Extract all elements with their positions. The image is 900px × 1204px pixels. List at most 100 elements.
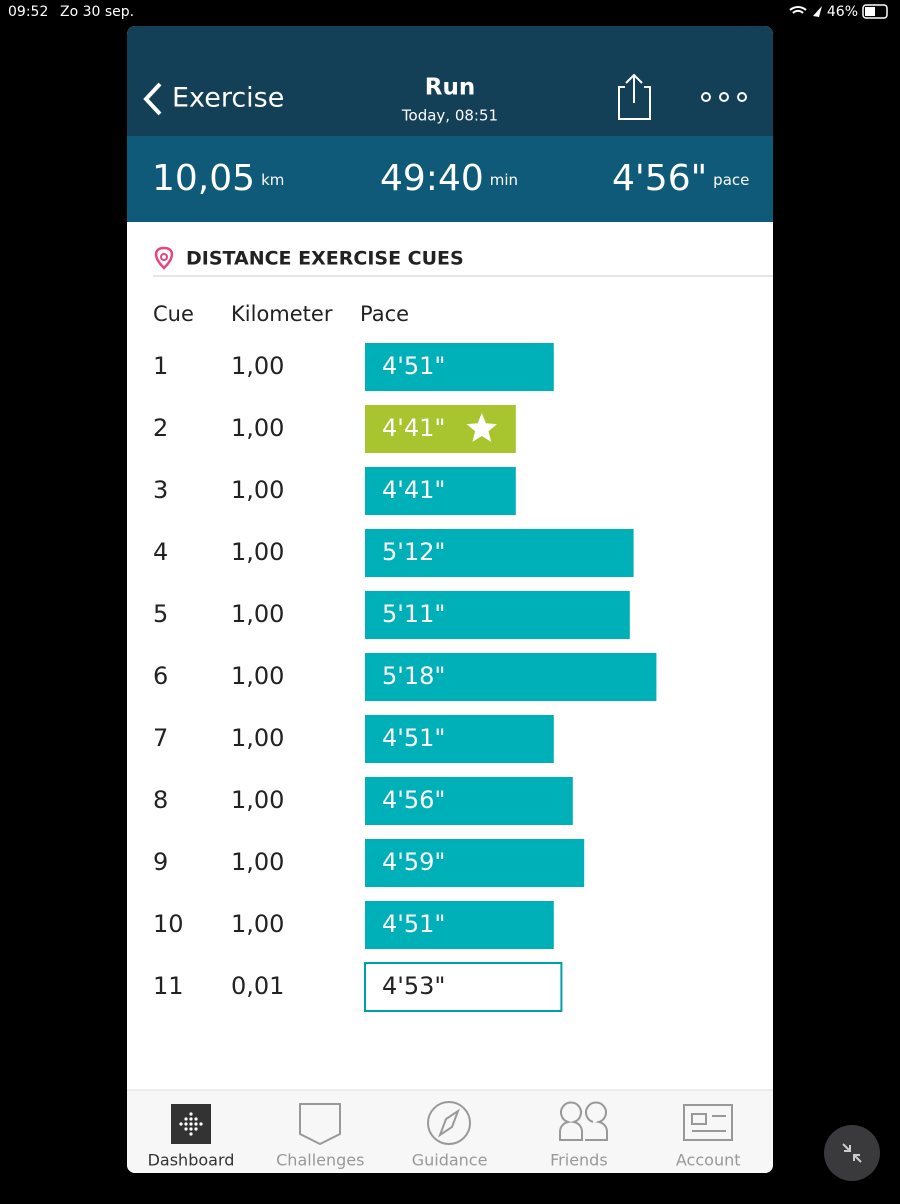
stats-band xyxy=(127,136,773,222)
pace-label: 5'12" xyxy=(382,538,445,566)
kilometer: 1,00 xyxy=(231,600,284,628)
nav-subtitle: Today, 08:51 xyxy=(401,107,498,125)
dashboard-dot xyxy=(179,1122,183,1126)
dashboard-dot xyxy=(194,1122,198,1126)
location-icon xyxy=(813,6,822,17)
nav-title: Run xyxy=(425,75,475,101)
column-header: Cue xyxy=(153,302,194,326)
pace-label: 4'56" xyxy=(382,786,445,814)
back-label[interactable]: Exercise xyxy=(172,83,284,114)
section-title: DISTANCE EXERCISE CUES xyxy=(186,248,464,270)
pace-bar xyxy=(365,343,554,391)
pace-label: 4'59" xyxy=(382,848,445,876)
stat-value: 49:40 xyxy=(380,158,484,199)
dashboard-dot xyxy=(194,1117,198,1121)
pace-label: 5'11" xyxy=(382,600,445,628)
dashboard-dot xyxy=(189,1122,193,1126)
kilometer: 1,00 xyxy=(231,848,284,876)
tab-icon[interactable] xyxy=(426,1101,471,1145)
dashboard-dot xyxy=(184,1127,188,1131)
stat-unit: min xyxy=(490,171,518,189)
kilometer: 1,00 xyxy=(231,786,284,814)
pace-label: 4'41" xyxy=(382,476,445,504)
tab-label[interactable]: Challenges xyxy=(276,1151,364,1170)
status-date: Zo 30 sep. xyxy=(60,4,134,20)
pace-label: 5'18" xyxy=(382,662,445,690)
pace-label: 4'53" xyxy=(382,972,445,1000)
cue-number: 1 xyxy=(153,352,168,380)
dashboard-dot xyxy=(189,1127,193,1131)
cue-number: 6 xyxy=(153,662,168,690)
tab-label[interactable]: Account xyxy=(676,1151,741,1170)
tab-label[interactable]: Guidance xyxy=(412,1151,488,1170)
cue-number: 4 xyxy=(153,538,168,566)
kilometer: 1,00 xyxy=(231,910,284,938)
pace-bar xyxy=(365,467,516,515)
wifi-icon xyxy=(789,6,807,14)
tab-label[interactable]: Friends xyxy=(550,1151,608,1170)
pace-bar xyxy=(365,901,554,949)
back-button[interactable]: Exercise xyxy=(143,82,284,116)
pace-label: 4'51" xyxy=(382,352,445,380)
pace-bar xyxy=(365,839,585,887)
dashboard-dot xyxy=(199,1122,203,1126)
pace-bar xyxy=(365,653,657,701)
dashboard-dot xyxy=(189,1112,193,1116)
kilometer: 1,00 xyxy=(231,352,284,380)
kilometer: 1,00 xyxy=(231,476,284,504)
cue-number: 8 xyxy=(153,786,168,814)
best-star xyxy=(466,413,497,442)
kilometer: 1,00 xyxy=(231,724,284,752)
stat-unit: km xyxy=(261,171,284,189)
pace-label: 4'51" xyxy=(382,910,445,938)
dashboard-dot xyxy=(189,1117,193,1121)
tab-label[interactable]: Dashboard xyxy=(148,1151,235,1170)
pace-bar xyxy=(365,777,573,825)
cue-number: 7 xyxy=(153,724,168,752)
stat: 10,05 km xyxy=(152,158,284,199)
cue-number: 10 xyxy=(153,910,184,938)
nav-bar xyxy=(127,26,773,136)
dashboard-dot xyxy=(189,1132,193,1136)
share-button[interactable] xyxy=(618,73,651,120)
tab-icon[interactable] xyxy=(558,1101,609,1141)
kilometer: 1,00 xyxy=(231,662,284,690)
stat: 49:40 min xyxy=(380,158,518,199)
pin-dot xyxy=(160,253,168,261)
status-time: 09:52 xyxy=(8,4,48,20)
stat-unit: pace xyxy=(713,171,749,189)
column-header: Kilometer xyxy=(231,302,333,326)
pace-bar xyxy=(365,715,554,763)
stat-value: 10,05 xyxy=(152,158,255,199)
tab-icon[interactable] xyxy=(299,1103,341,1146)
dashboard-dot xyxy=(184,1122,188,1126)
stat-value: 4'56" xyxy=(612,158,707,199)
dashboard-dot xyxy=(184,1117,188,1121)
kilometer: 1,00 xyxy=(231,414,284,442)
tab-icon[interactable] xyxy=(683,1104,733,1141)
tab-bar xyxy=(127,1090,773,1173)
cue-number: 5 xyxy=(153,600,168,628)
cue-number: 11 xyxy=(153,972,184,1000)
kilometer: 0,01 xyxy=(231,972,284,1000)
pace-bar xyxy=(364,962,563,1012)
pace-label: 4'41" xyxy=(382,414,445,442)
pace-bar xyxy=(365,529,634,577)
more-button[interactable] xyxy=(701,92,747,102)
pace-label: 4'51" xyxy=(382,724,445,752)
pin-icon xyxy=(154,246,174,270)
battery-level xyxy=(865,7,875,16)
dashboard-dot xyxy=(194,1127,198,1131)
cue-number: 3 xyxy=(153,476,168,504)
status-battery: 46% xyxy=(827,4,858,20)
stat: 4'56" pace xyxy=(612,158,749,199)
cue-number: 9 xyxy=(153,848,168,876)
pace-bar xyxy=(365,591,630,639)
column-header: Pace xyxy=(360,302,409,326)
minimize-button[interactable] xyxy=(824,1125,880,1181)
kilometer: 1,00 xyxy=(231,538,284,566)
back-chevron[interactable] xyxy=(143,82,162,116)
battery-icon xyxy=(862,4,888,19)
